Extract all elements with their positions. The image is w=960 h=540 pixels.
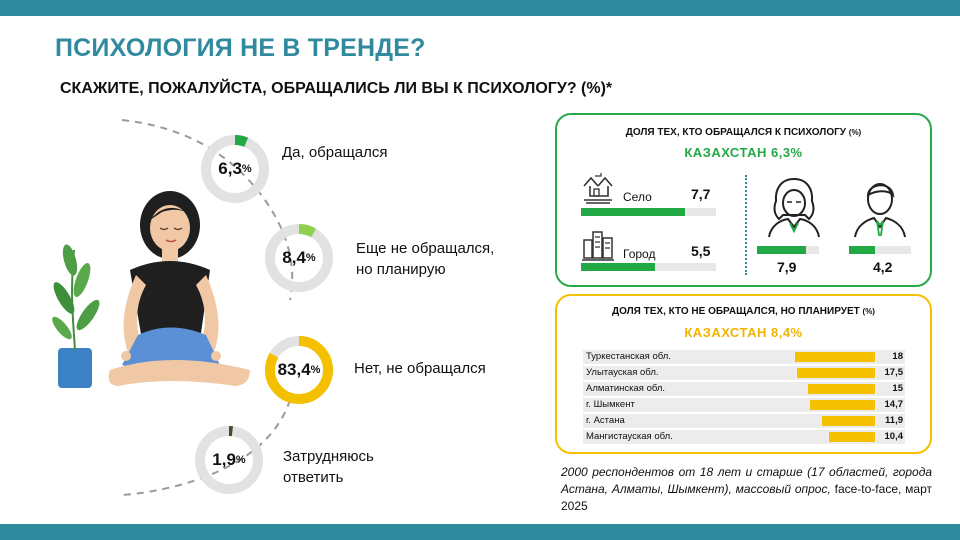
city-label: Город (623, 247, 656, 261)
region-value: 17,5 (884, 367, 904, 378)
region-bar (795, 352, 875, 362)
region-value: 11,9 (885, 415, 903, 426)
visited-panel: ДОЛЯ ТЕХ, КТО ОБРАЩАЛСЯ К ПСИХОЛОГУ (%) … (555, 113, 932, 287)
label-yes: Да, обращался (282, 144, 388, 161)
city-track (581, 263, 716, 271)
bottom-accent-bar (0, 524, 960, 540)
donut-no: 83,4% (264, 335, 334, 405)
region-bar (809, 400, 875, 410)
region-row: г. Астана 11,9 (583, 414, 905, 428)
woman-track (757, 246, 819, 254)
region-row: Алматинская обл. 15 (583, 382, 905, 396)
donut-segment (265, 224, 333, 292)
region-name: Туркестанская обл. (586, 351, 671, 362)
donut-value: 83,4% (277, 360, 321, 379)
village-value: 7,7 (691, 186, 711, 202)
region-row: г. Шымкент 14,7 (583, 398, 905, 412)
region-row: Туркестанская обл. 18 (583, 350, 905, 364)
man-icon (854, 183, 906, 238)
label-no: Нет, не обращался (354, 360, 486, 377)
region-value: 18 (892, 351, 903, 362)
planning-heading: ДОЛЯ ТЕХ, КТО НЕ ОБРАЩАЛСЯ, НО ПЛАНИРУЕТ… (612, 306, 875, 317)
city-fill (581, 263, 656, 271)
man-track (849, 246, 911, 254)
village-icon (583, 173, 613, 204)
region-bar (797, 368, 875, 378)
donut-ring (195, 426, 263, 494)
region-value: 14,7 (884, 399, 904, 410)
planning-country: КАЗАХСТАН 8,4% (684, 325, 803, 340)
village-label: Село (623, 190, 652, 204)
region-value: 10,4 (884, 431, 904, 442)
woman-fill (757, 246, 806, 254)
village-track (581, 208, 716, 216)
donut-value: 1,9% (212, 450, 246, 469)
meditation-illustration (52, 191, 250, 388)
region-bar (808, 384, 875, 394)
donut-ring (201, 135, 269, 203)
region-name: Алматинская обл. (586, 383, 666, 394)
region-bar (822, 416, 875, 426)
city-icon (582, 231, 614, 261)
woman-figure (108, 191, 250, 386)
donut-planning: 8,4% (264, 223, 334, 293)
methodology-footnote: 2000 респондентов от 18 лет и старше (17… (561, 465, 932, 513)
donut-value: 8,4% (282, 248, 316, 267)
donut-undecided: 1,9% (194, 425, 264, 495)
label-undecided: Затрудняюсь ответить (283, 448, 374, 486)
woman-value: 7,9 (777, 259, 797, 275)
region-name: г. Астана (586, 415, 625, 426)
donut-segment (265, 336, 333, 404)
region-name: г. Шымкент (586, 399, 635, 410)
region-name: Улытауская обл. (586, 367, 659, 378)
village-fill (581, 208, 685, 216)
donut-segment (201, 135, 269, 203)
donut-yes: 6,3% (200, 134, 270, 204)
visited-country: КАЗАХСТАН 6,3% (684, 145, 803, 160)
question-subtitle: СКАЖИТЕ, ПОЖАЛУЙСТА, ОБРАЩАЛИСЬ ЛИ ВЫ К … (60, 80, 613, 97)
top-accent-bar (0, 0, 960, 16)
man-fill (849, 246, 876, 254)
donut-value: 6,3% (218, 159, 252, 178)
label-planning: Еще не обращался, но планирую (356, 240, 495, 278)
donut-segment (195, 426, 263, 494)
panel-divider (745, 175, 747, 275)
donut-ring (265, 336, 333, 404)
plant-icon (52, 244, 100, 388)
man-value: 4,2 (873, 259, 893, 275)
region-value: 15 (892, 383, 903, 394)
city-value: 5,5 (691, 243, 711, 259)
region-row: Мангистауская обл. 10,4 (583, 430, 905, 444)
woman-icon (768, 177, 820, 238)
region-name: Мангистауская обл. (586, 431, 673, 442)
visited-heading: ДОЛЯ ТЕХ, КТО ОБРАЩАЛСЯ К ПСИХОЛОГУ (%) (625, 127, 862, 138)
region-bar (828, 432, 875, 442)
donut-ring (265, 224, 333, 292)
page-title: ПСИХОЛОГИЯ НЕ В ТРЕНДЕ? (55, 34, 426, 62)
region-row: Улытауская обл. 17,5 (583, 366, 905, 380)
